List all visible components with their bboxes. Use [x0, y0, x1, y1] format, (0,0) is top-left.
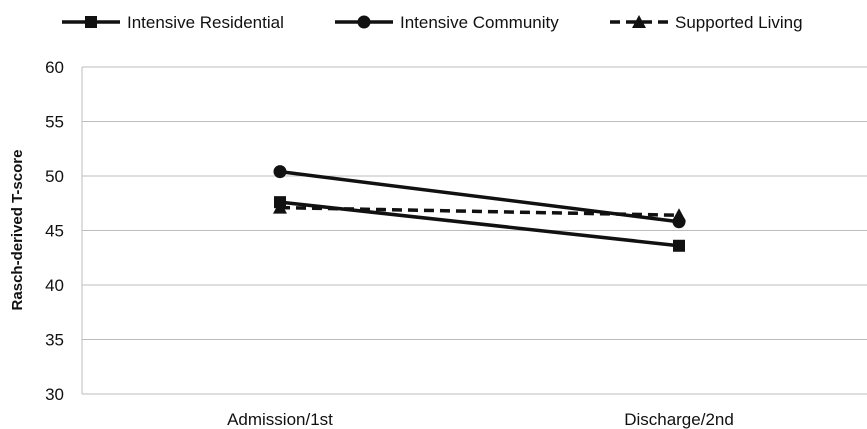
- legend-label: Intensive Community: [400, 13, 559, 32]
- y-tick-label: 35: [45, 331, 64, 350]
- legend: Intensive Residential Intensive Community…: [62, 13, 803, 32]
- legend-entry: Intensive Residential: [62, 13, 284, 32]
- y-axis-tick-labels: 30 35 40 45 50 55 60: [45, 58, 64, 404]
- y-tick-label: 60: [45, 58, 64, 77]
- y-tick-label: 55: [45, 113, 64, 132]
- y-axis-label: Rasch-derived T-score: [9, 150, 26, 311]
- y-tick-label: 30: [45, 385, 64, 404]
- y-tick-label: 40: [45, 276, 64, 295]
- data-point-marker: [273, 165, 287, 179]
- x-tick-label: Admission/1st: [227, 410, 333, 429]
- legend-marker: [357, 15, 371, 29]
- x-axis-tick-labels: Admission/1st Discharge/2nd: [227, 410, 734, 429]
- legend-entry: Intensive Community: [335, 13, 559, 32]
- legend-entry: Supported Living: [610, 13, 803, 32]
- y-tick-label: 45: [45, 222, 64, 241]
- series-intensive-community: [273, 165, 686, 229]
- x-tick-label: Discharge/2nd: [624, 410, 734, 429]
- series-supported-living: [273, 200, 686, 222]
- series-intensive-residential: [274, 196, 685, 252]
- legend-marker: [632, 15, 646, 28]
- data-point-marker: [273, 200, 287, 214]
- series-line: [279, 169, 680, 224]
- data-point-marker: [672, 208, 686, 222]
- legend-marker: [85, 16, 97, 28]
- grid-lines: [81, 66, 867, 395]
- series-group: [273, 165, 686, 252]
- data-point-marker: [673, 239, 685, 252]
- legend-label: Supported Living: [675, 13, 803, 32]
- series-line: [279, 205, 680, 217]
- legend-label: Intensive Residential: [127, 13, 284, 32]
- y-tick-label: 50: [45, 167, 64, 186]
- series-line: [279, 200, 680, 248]
